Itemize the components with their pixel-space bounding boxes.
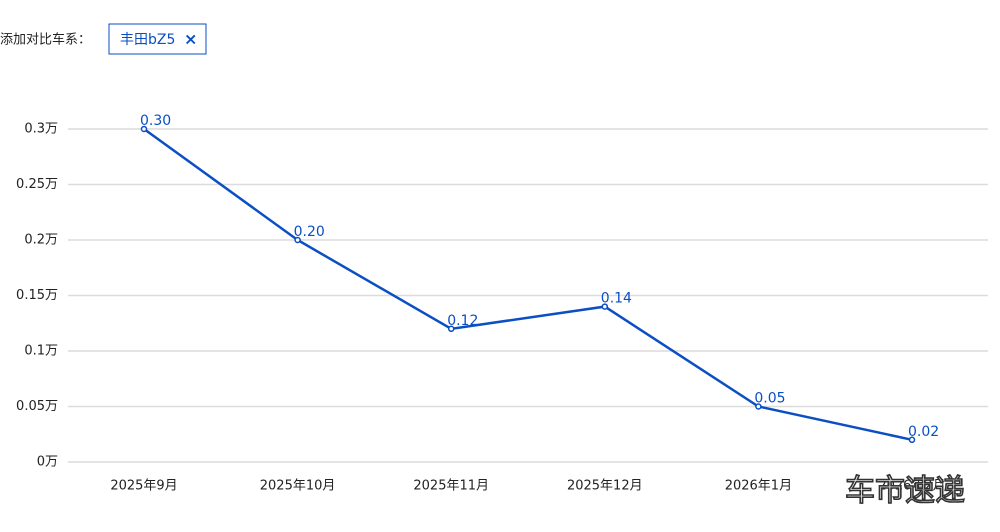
value-label: 0.05 bbox=[754, 391, 785, 407]
tag-box[interactable] bbox=[108, 23, 207, 55]
compare-label: 添加对比车系： bbox=[0, 32, 91, 48]
x-tick-label: 2025年9月 bbox=[110, 479, 177, 494]
point bbox=[908, 436, 916, 444]
y-tick-label: 0.25万 bbox=[16, 177, 58, 192]
y-tick-label: 0.1万 bbox=[24, 344, 58, 359]
x-tick-label: 2025年12月 bbox=[567, 479, 643, 494]
y-tick-label: 0.2万 bbox=[24, 233, 58, 248]
point bbox=[294, 236, 301, 244]
tag-text[interactable]: 丰田bZ5 bbox=[120, 32, 175, 48]
line bbox=[143, 127, 913, 442]
y-tick-label: 0.05万 bbox=[16, 399, 58, 414]
x-tick-label: 2025年11月 bbox=[413, 479, 489, 494]
point bbox=[601, 303, 609, 310]
y-tick-label: 0万 bbox=[37, 455, 58, 470]
value-label: 0.14 bbox=[601, 291, 632, 307]
watermark: 车市速递 bbox=[845, 474, 965, 509]
value-label: 0.30 bbox=[140, 113, 171, 129]
x-tick-label: 2026年1月 bbox=[725, 479, 792, 494]
point bbox=[447, 325, 455, 333]
point bbox=[140, 125, 148, 133]
y-tick-label: 0.3万 bbox=[24, 122, 58, 137]
tag-close[interactable]: × bbox=[184, 30, 197, 49]
value-label: 0.20 bbox=[294, 224, 325, 240]
y-tick-label: 0.15万 bbox=[16, 288, 58, 303]
value-label: 0.02 bbox=[908, 424, 939, 440]
x-tick-label: 2026年2月 bbox=[878, 479, 945, 494]
point bbox=[755, 403, 762, 410]
x-tick-label: 2025年10月 bbox=[260, 479, 336, 494]
value-label: 0.12 bbox=[447, 313, 478, 329]
